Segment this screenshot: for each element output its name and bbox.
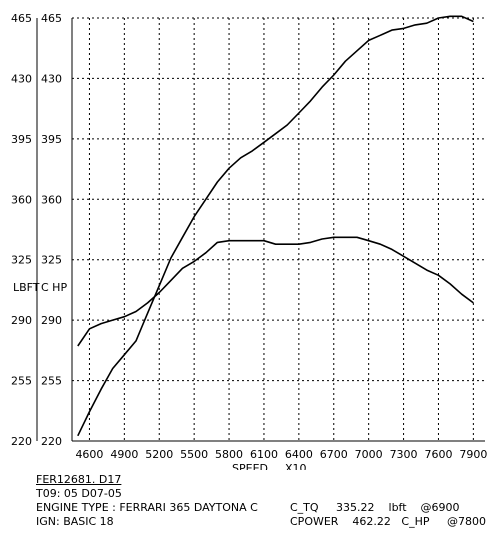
x-tick-label: 7900: [459, 448, 487, 461]
x-tick-label: 6700: [320, 448, 348, 461]
dyno-chart: 4600 4900 5200 5500 5800 6100 6400 6700 7000 7300…: [11, 12, 487, 470]
y-tick-label-left: 395: [11, 133, 32, 146]
tick-labels: 4600 4900 5200 5500 5800 6100 6400 6700 7000 7300…: [11, 12, 487, 461]
axes: [36, 18, 485, 442]
test-line: T09: 05 D07-05: [36, 487, 122, 500]
x-tick-label: 4600: [75, 448, 103, 461]
y-tick-label-right: 430: [41, 72, 62, 85]
x-tick-label: 7300: [390, 448, 418, 461]
y-tick-label-left: 255: [11, 375, 32, 388]
y-axis-label-right: C HP: [41, 281, 67, 294]
power-curve: [77, 15, 474, 437]
x-axis-label: SPEED: [232, 462, 268, 470]
y-tick-label-left: 360: [11, 193, 32, 206]
x-tick-label: 7600: [424, 448, 452, 461]
y-tick-label-right: 395: [41, 133, 62, 146]
y-tick-label-right: 325: [41, 254, 62, 267]
y-tick-label-left: 465: [11, 12, 32, 25]
torque-summary: C_TQ 335.22 lbft @6900: [290, 501, 460, 514]
x-tick-label: 6100: [250, 448, 278, 461]
power-summary: CPOWER 462.22 C_HP @7800: [290, 515, 486, 528]
x-tick-label: 5500: [180, 448, 208, 461]
series-group: [77, 15, 474, 437]
x-axis-scale-label: X10: [285, 462, 307, 470]
y-tick-label-right: 465: [41, 12, 62, 25]
x-tick-label: 7000: [355, 448, 383, 461]
grid-lines: [72, 17, 485, 441]
y-tick-label-left: 430: [11, 72, 32, 85]
y-tick-label-left: 290: [11, 314, 32, 327]
y-tick-label-right: 220: [41, 435, 62, 448]
y-axis-label-left: LBFT: [13, 281, 40, 294]
ignition-setting: IGN: BASIC 18: [36, 515, 114, 528]
x-tick-label: 5800: [215, 448, 243, 461]
engine-type: ENGINE TYPE : FERRARI 365 DAYTONA C: [36, 501, 258, 514]
y-tick-label-right: 360: [41, 193, 62, 206]
y-tick-label-left: 220: [11, 435, 32, 448]
x-tick-label: 6400: [285, 448, 313, 461]
y-tick-label-right: 255: [41, 375, 62, 388]
x-tick-label: 5200: [145, 448, 173, 461]
torque-curve: [77, 236, 474, 347]
run-id: FER12681. D17: [36, 473, 122, 486]
y-tick-label-right: 290: [41, 314, 62, 327]
y-tick-label-left: 325: [11, 254, 32, 267]
x-tick-label: 4900: [110, 448, 138, 461]
